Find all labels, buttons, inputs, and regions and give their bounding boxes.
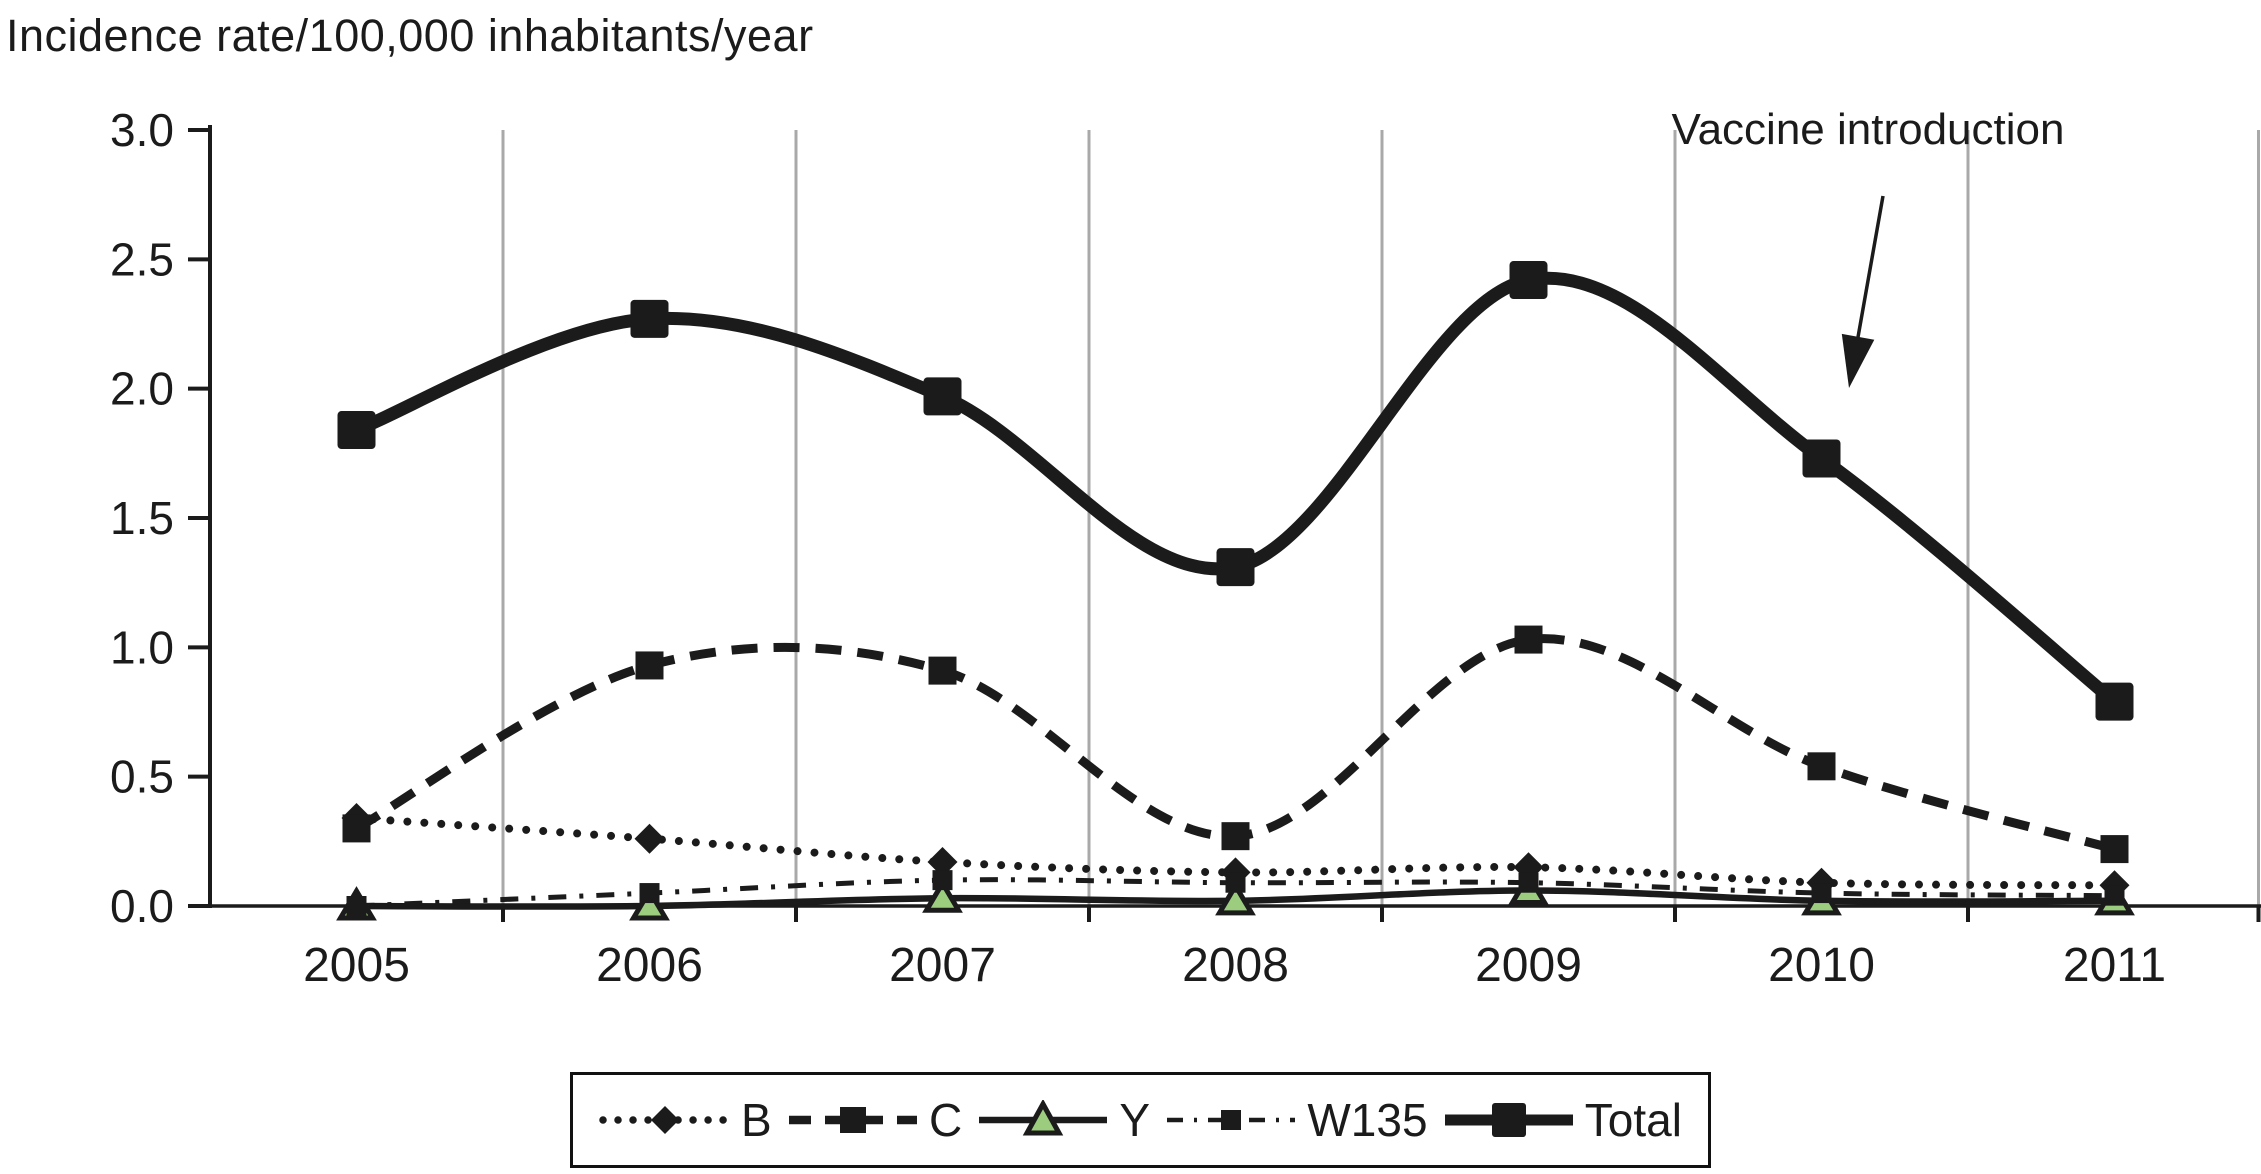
marker-total (630, 299, 669, 338)
y-tick-label: 0.0 (110, 880, 174, 932)
marker-c (1514, 625, 1543, 654)
y-tick-label: 3.0 (110, 104, 174, 156)
legend-label-y: Y (1119, 1094, 1151, 1146)
annotation-arrow-head (1841, 333, 1875, 388)
x-tick-label: 2009 (1475, 939, 1582, 992)
marker-c (1221, 822, 1250, 851)
marker-w135 (1518, 872, 1539, 893)
marker-w135 (932, 870, 953, 891)
y-tick-label: 0.5 (110, 751, 174, 803)
legend-item-c: C (787, 1093, 962, 1147)
marker-b (634, 823, 665, 854)
y-tick-label: 2.5 (110, 233, 174, 285)
marker-c (1807, 752, 1836, 781)
marker-total (1216, 548, 1255, 587)
marker-w135 (639, 883, 660, 904)
marker-w135 (2104, 885, 2125, 906)
chart-legend: B C Y W135 (570, 1072, 1711, 1168)
y-tick-label: 1.0 (110, 621, 174, 673)
y-tick-label: 2.0 (110, 363, 174, 415)
marker-w135 (1225, 872, 1246, 893)
marker-total (1802, 439, 1841, 478)
x-tick-label: 2006 (596, 939, 703, 992)
legend-label-total: Total (1584, 1094, 1682, 1146)
chart-title: Incidence rate/100,000 inhabitants/year (6, 10, 814, 61)
x-tick-label: 2005 (303, 939, 410, 992)
legend-item-b: B (599, 1093, 772, 1147)
x-tick-label: 2010 (1768, 939, 1875, 992)
x-tick-label: 2011 (2063, 939, 2166, 992)
series-line-c (354, 634, 2116, 854)
marker-c (928, 656, 957, 685)
legend-item-total: Total (1443, 1093, 1682, 1147)
marker-c (2100, 835, 2129, 864)
thick-solid-square-swatch-icon (1444, 1103, 1573, 1137)
y-tick-label: 1.5 (110, 492, 174, 544)
x-tick-label: 2008 (1182, 939, 1289, 992)
legend-label-w135: W135 (1307, 1094, 1428, 1146)
marker-y (629, 886, 670, 921)
legend-label-c: C (928, 1094, 963, 1146)
marker-total (2095, 682, 2134, 721)
solid-triangle-swatch-icon (979, 1100, 1108, 1136)
marker-total (923, 377, 962, 416)
dotted-diamond-swatch-icon (599, 1106, 731, 1134)
x-tick-label: 2007 (889, 939, 996, 992)
marker-b (927, 847, 958, 878)
marker-w135 (1811, 883, 1832, 904)
annotation-vaccine-introduction: Vaccine introduction (1672, 105, 2065, 154)
marker-c (342, 814, 371, 843)
legend-item-w135: W135 (1165, 1093, 1428, 1147)
dashed-square-swatch-icon (788, 1107, 917, 1133)
annotation-arrow-line (1853, 195, 1885, 351)
legend-item-y: Y (977, 1093, 1150, 1147)
marker-y (1215, 880, 1256, 916)
marker-total (1509, 261, 1548, 300)
marker-w135 (346, 896, 367, 916)
marker-y (922, 878, 963, 913)
dashdot-square-swatch-icon (1167, 1110, 1296, 1130)
marker-c (635, 651, 664, 680)
legend-label-b: B (741, 1094, 772, 1146)
marker-total (337, 411, 376, 450)
